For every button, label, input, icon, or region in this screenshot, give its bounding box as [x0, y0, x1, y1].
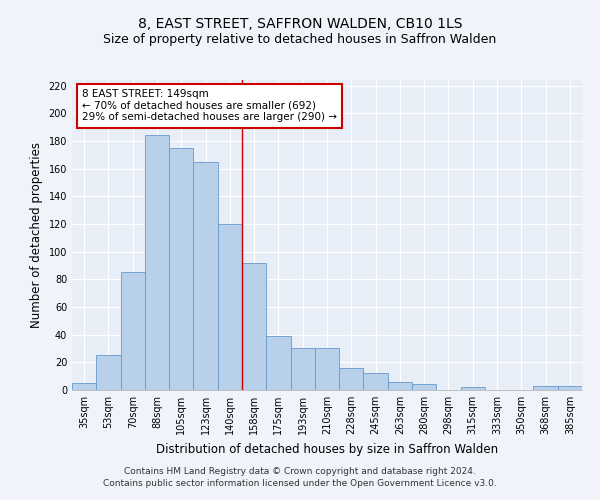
- Bar: [315, 348, 339, 390]
- Bar: [388, 382, 412, 390]
- Bar: [169, 148, 193, 390]
- Bar: [461, 387, 485, 390]
- Text: 8, EAST STREET, SAFFRON WALDEN, CB10 1LS: 8, EAST STREET, SAFFRON WALDEN, CB10 1LS: [138, 18, 462, 32]
- Bar: [96, 356, 121, 390]
- Bar: [266, 336, 290, 390]
- Bar: [218, 224, 242, 390]
- Bar: [72, 383, 96, 390]
- Bar: [533, 386, 558, 390]
- Bar: [339, 368, 364, 390]
- Text: 8 EAST STREET: 149sqm
← 70% of detached houses are smaller (692)
29% of semi-det: 8 EAST STREET: 149sqm ← 70% of detached …: [82, 90, 337, 122]
- Text: Size of property relative to detached houses in Saffron Walden: Size of property relative to detached ho…: [103, 32, 497, 46]
- Y-axis label: Number of detached properties: Number of detached properties: [30, 142, 43, 328]
- Bar: [145, 136, 169, 390]
- Bar: [242, 262, 266, 390]
- Bar: [412, 384, 436, 390]
- Bar: [121, 272, 145, 390]
- Text: Contains HM Land Registry data © Crown copyright and database right 2024.: Contains HM Land Registry data © Crown c…: [124, 467, 476, 476]
- Text: Contains public sector information licensed under the Open Government Licence v3: Contains public sector information licen…: [103, 478, 497, 488]
- Bar: [290, 348, 315, 390]
- Bar: [193, 162, 218, 390]
- Bar: [364, 374, 388, 390]
- Bar: [558, 386, 582, 390]
- X-axis label: Distribution of detached houses by size in Saffron Walden: Distribution of detached houses by size …: [156, 442, 498, 456]
